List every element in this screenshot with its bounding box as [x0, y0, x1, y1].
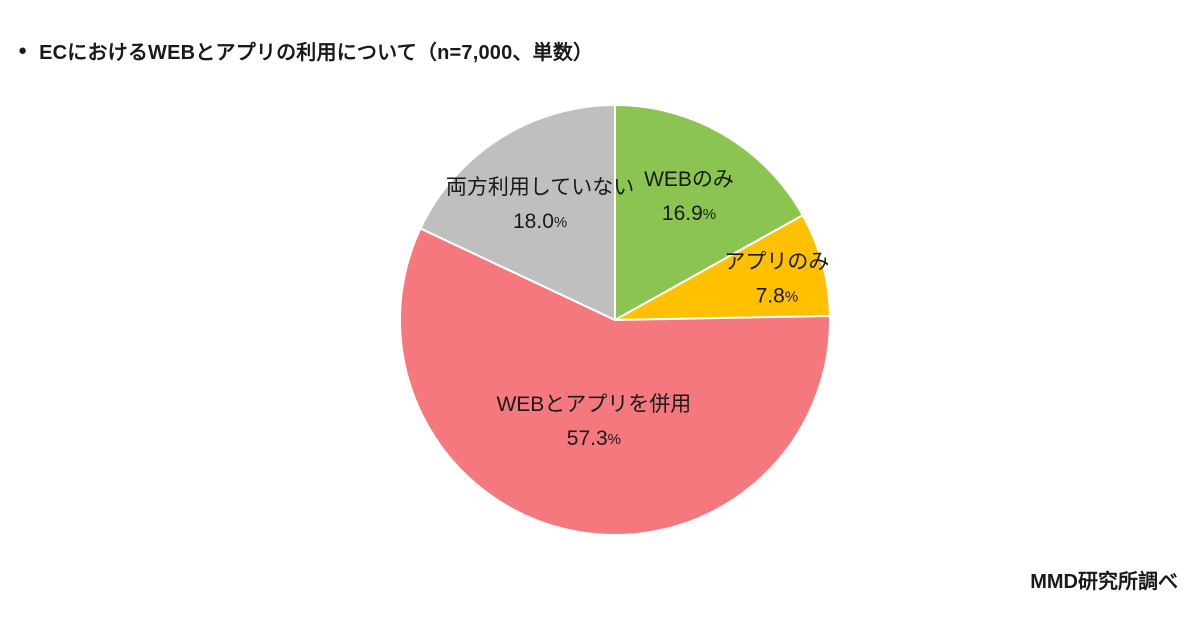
slice-value-0: 16.9%: [662, 202, 716, 225]
slice-label-2: WEBとアプリを併用: [496, 393, 691, 416]
slice-value-1: 7.8%: [756, 284, 799, 307]
slice-value-3: 18.0%: [513, 210, 567, 233]
slice-label-0: WEBのみ: [644, 168, 734, 191]
bullet-icon: ●: [18, 42, 28, 59]
chart-header: ● ECにおけるWEBとアプリの利用について（n=7,000、単数）: [18, 36, 593, 65]
pie-slice-2: [399, 227, 831, 536]
pie-slice-3: [419, 104, 616, 321]
slice-label-3: 両方利用していない: [446, 176, 634, 199]
source-note: MMD研究所調べ: [1030, 571, 1178, 593]
chart-title: ECにおけるWEBとアプリの利用について（n=7,000、単数）: [39, 42, 594, 64]
slice-value-2: 57.3%: [567, 427, 621, 450]
slice-label-1: アプリのみ: [724, 250, 829, 273]
pie-slice-1: [614, 214, 831, 321]
pie-slice-0: [614, 104, 804, 321]
